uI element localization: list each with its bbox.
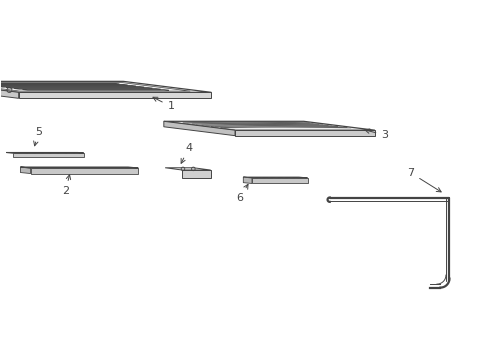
Polygon shape — [248, 177, 257, 178]
Polygon shape — [278, 177, 287, 178]
Polygon shape — [38, 167, 49, 168]
Polygon shape — [109, 167, 121, 168]
Text: 1: 1 — [153, 97, 174, 112]
Polygon shape — [270, 177, 280, 178]
Polygon shape — [165, 168, 210, 170]
Text: 4: 4 — [181, 143, 192, 163]
Polygon shape — [163, 121, 235, 136]
Polygon shape — [0, 81, 211, 92]
Text: 3: 3 — [365, 129, 387, 140]
Polygon shape — [182, 170, 210, 178]
Polygon shape — [13, 153, 83, 157]
Polygon shape — [263, 177, 272, 178]
Polygon shape — [89, 167, 100, 168]
Polygon shape — [20, 167, 138, 168]
Polygon shape — [163, 121, 374, 130]
Text: 2: 2 — [62, 175, 70, 196]
Polygon shape — [285, 177, 294, 178]
Polygon shape — [19, 92, 211, 98]
Polygon shape — [235, 130, 374, 136]
Polygon shape — [31, 168, 138, 174]
Polygon shape — [243, 177, 251, 184]
Polygon shape — [0, 81, 19, 98]
Polygon shape — [20, 167, 31, 174]
Polygon shape — [293, 177, 302, 178]
Polygon shape — [251, 178, 307, 184]
Text: 6: 6 — [236, 184, 247, 203]
Polygon shape — [68, 167, 80, 168]
Polygon shape — [48, 167, 60, 168]
Polygon shape — [255, 177, 264, 178]
Polygon shape — [243, 177, 307, 178]
Polygon shape — [119, 167, 131, 168]
Polygon shape — [58, 167, 70, 168]
Text: 5: 5 — [34, 127, 42, 146]
Text: 7: 7 — [407, 168, 440, 192]
Polygon shape — [99, 167, 110, 168]
Polygon shape — [28, 167, 39, 168]
Polygon shape — [79, 167, 90, 168]
